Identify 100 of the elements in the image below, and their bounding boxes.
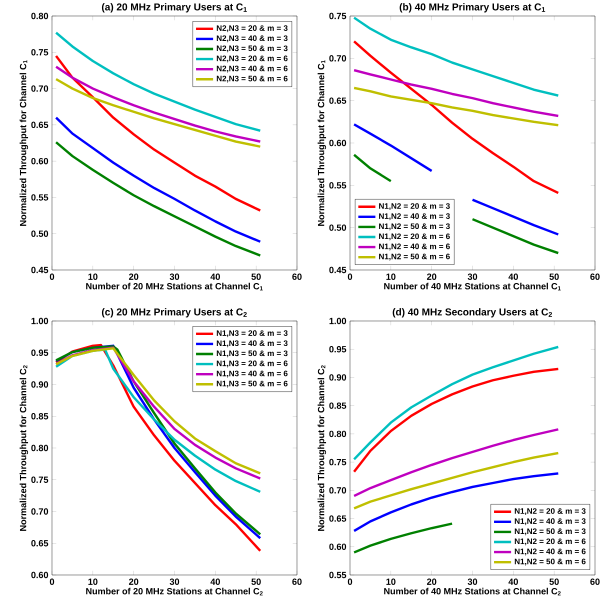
line-series — [54, 54, 262, 212]
x-tick-label: 0 — [50, 578, 54, 585]
legend-label: N1,N3 = 20 & m = 6 — [216, 360, 288, 368]
y-tick-label: 0.60 — [329, 140, 346, 146]
x-tick-label: 20 — [128, 578, 138, 585]
x-axis-title: Number of 20 MHz Stations at Channel C$_{1}$ — [86, 282, 263, 290]
chart-title: (a) 20 MHz Primary Users at C$_{1}$ — [102, 3, 247, 12]
legend-label: N1,N2 = 40 & m = 6 — [379, 244, 450, 250]
y-tick-label: 0.50 — [31, 230, 48, 237]
y-tick-label: 0.75 — [31, 49, 48, 56]
y-tick-label: 0.90 — [31, 381, 48, 388]
y-tick-label: 0.50 — [329, 224, 346, 231]
x-tick-label: 50 — [549, 274, 559, 280]
y-tick-label: 0.55 — [329, 572, 346, 578]
legend-label: N1,N3 = 50 & m = 6 — [216, 380, 288, 388]
x-tick-label: 30 — [170, 578, 180, 585]
line-series — [352, 346, 560, 460]
y-tick-label: 0.70 — [31, 85, 48, 92]
x-tick-label: 60 — [590, 578, 600, 585]
y-tick-label: 0.65 — [31, 540, 48, 546]
y-tick-label: 0.45 — [329, 266, 346, 274]
x-axis-title: Number of 20 MHz Stations at Channel C$_{2}$ — [86, 588, 263, 596]
y-tick-label: 0.75 — [329, 458, 346, 466]
legend-label: N1,N2 = 20 & m = 6 — [379, 233, 450, 240]
y-tick-label: 0.60 — [31, 158, 48, 164]
x-tick-label: 10 — [88, 578, 98, 585]
y-tick-label: 0.85 — [329, 402, 346, 409]
legend-label: N2,N3 = 50 & m = 3 — [216, 45, 288, 52]
legend-label: N1,N2 = 50 & m = 3 — [514, 528, 586, 536]
x-axis-title: Number of 40 MHz Stations at Channel C$_{2}$ — [384, 588, 561, 596]
line-series — [352, 368, 560, 473]
y-tick-label: 0.75 — [329, 12, 346, 20]
legend-label: N1,N2 = 50 & m = 6 — [379, 254, 450, 260]
y-tick-label: 0.55 — [31, 194, 48, 201]
y-tick-label: 0.80 — [31, 12, 48, 20]
x-tick-label: 40 — [210, 578, 220, 585]
x-tick-label: 60 — [590, 274, 600, 280]
legend-label: N2,N3 = 20 & m = 6 — [216, 56, 288, 62]
y-tick-label: 0.70 — [329, 487, 346, 494]
y-axis-title: Normalized Throughput for Channel C$_{2}$ — [20, 365, 28, 531]
y-tick-label: 0.95 — [329, 346, 346, 352]
x-tick-label: 0 — [348, 578, 352, 585]
y-tick-label: 0.95 — [31, 350, 48, 356]
y-tick-label: 0.55 — [329, 182, 346, 189]
x-axis-title: Number of 40 MHz Stations at Channel C$_{1}$ — [384, 282, 561, 290]
y-tick-label: 0.90 — [329, 374, 346, 381]
y-tick-label: 0.85 — [31, 413, 48, 420]
y-tick-label: 1.00 — [32, 318, 48, 324]
y-axis-title: Normalized Throughput for Channel C$_{1}$ — [318, 60, 326, 226]
legend-label: N2,N3 = 50 & m = 6 — [216, 76, 288, 83]
y-tick-label: 0.80 — [329, 430, 346, 438]
x-tick-label: 30 — [468, 274, 478, 280]
x-tick-label: 0 — [50, 274, 54, 280]
line-series — [352, 522, 454, 554]
x-tick-label: 40 — [508, 578, 518, 585]
x-tick-label: 60 — [292, 578, 302, 585]
x-tick-label: 10 — [386, 578, 396, 585]
y-tick-label: 0.80 — [31, 444, 48, 452]
legend-label: N1,N2 = 50 & m = 3 — [379, 223, 450, 230]
legend-label: N1,N3 = 40 & m = 3 — [216, 340, 288, 348]
x-tick-label: 30 — [170, 274, 180, 280]
x-tick-label: 50 — [251, 274, 261, 280]
x-tick-label: 0 — [348, 274, 352, 280]
legend-label: N2,N3 = 20 & m = 3 — [216, 25, 288, 32]
legend-label: N1,N3 = 40 & m = 6 — [216, 370, 288, 378]
chart-title: (c) 20 MHz Primary Users at C$_{2}$ — [102, 308, 247, 318]
y-tick-label: 0.75 — [31, 476, 48, 483]
y-tick-label: 0.65 — [31, 122, 48, 128]
x-tick-label: 20 — [426, 578, 436, 585]
line-series — [352, 16, 560, 97]
y-axis-title: Normalized Throughput for Channel C$_{2}$ — [318, 365, 326, 531]
y-tick-label: 0.65 — [329, 515, 346, 522]
legend-label: N1,N2 = 40 & m = 6 — [514, 548, 586, 556]
legend-label: N1,N2 = 20 & m = 6 — [514, 538, 586, 546]
line-series — [54, 116, 262, 243]
chart-title: (b) 40 MHz Primary Users at C$_{1}$ — [400, 3, 546, 12]
y-tick-label: 0.60 — [31, 572, 48, 578]
legend-label: N2,N3 = 40 & m = 3 — [216, 35, 288, 42]
y-tick-label: 0.45 — [31, 266, 48, 274]
y-tick-label: 0.70 — [329, 55, 346, 62]
x-tick-label: 50 — [251, 578, 261, 585]
legend-label: N1,N2 = 40 & m = 3 — [379, 213, 450, 220]
x-tick-label: 10 — [386, 274, 396, 280]
legend-label: N1,N2 = 50 & m = 6 — [514, 558, 586, 566]
x-tick-label: 20 — [128, 274, 138, 280]
y-axis-title: Normalized Throughput for Channel C$_{1}$ — [20, 60, 28, 226]
legend-label: N1,N2 = 20 & m = 3 — [514, 508, 586, 516]
legend-label: N1,N3 = 20 & m = 3 — [216, 330, 288, 338]
y-tick-label: 0.70 — [31, 508, 48, 515]
x-tick-label: 20 — [426, 274, 436, 280]
x-tick-label: 40 — [508, 274, 518, 280]
legend-label: N1,N2 = 20 & m = 3 — [379, 203, 450, 210]
line-series — [54, 141, 262, 257]
y-tick-label: 1.00 — [330, 318, 346, 324]
y-tick-label: 0.65 — [329, 97, 346, 104]
y-tick-label: 0.60 — [329, 544, 346, 550]
x-tick-label: 40 — [210, 274, 220, 280]
legend-label: N1,N2 = 40 & m = 3 — [514, 518, 586, 526]
x-tick-label: 10 — [88, 274, 98, 280]
legend-label: N1,N3 = 50 & m = 3 — [216, 350, 288, 358]
